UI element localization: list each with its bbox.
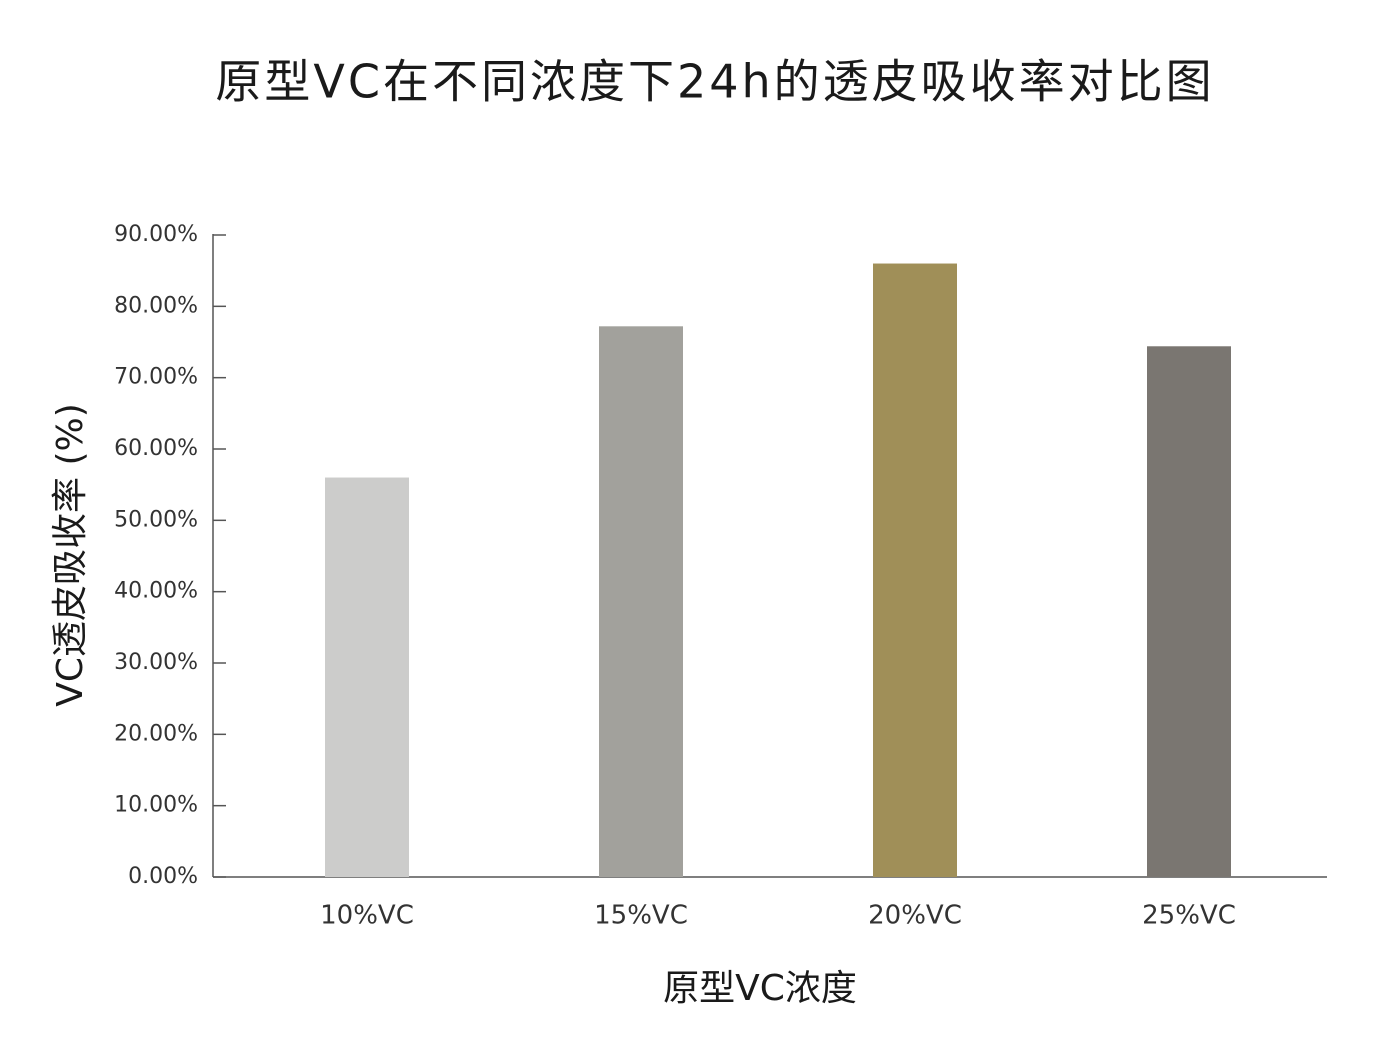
- y-tick-label: 90.00%: [114, 222, 198, 247]
- x-tick-label: 10%VC: [320, 901, 414, 931]
- y-tick-label: 0.00%: [128, 864, 198, 889]
- chart-title: 原型VC在不同浓度下24h的透皮吸收率对比图: [215, 55, 1214, 109]
- y-tick-label: 20.00%: [114, 721, 198, 746]
- y-tick-label: 10.00%: [114, 793, 198, 818]
- x-tick-label: 20%VC: [868, 901, 962, 931]
- bar: [873, 263, 957, 877]
- x-axis-label: 原型VC浓度: [663, 968, 857, 1009]
- bar: [1147, 346, 1231, 877]
- x-tick-label: 15%VC: [594, 901, 688, 931]
- bar: [325, 477, 409, 877]
- y-axis-label: VC透皮吸收率 (%): [50, 403, 91, 707]
- y-tick-label: 70.00%: [114, 365, 198, 390]
- bar: [599, 326, 683, 878]
- x-tick-label: 25%VC: [1142, 901, 1236, 931]
- y-tick-label: 80.00%: [114, 293, 198, 318]
- y-tick-label: 40.00%: [114, 579, 198, 604]
- y-tick-label: 30.00%: [114, 650, 198, 675]
- y-tick-label: 60.00%: [114, 436, 198, 461]
- y-tick-label: 50.00%: [114, 507, 198, 532]
